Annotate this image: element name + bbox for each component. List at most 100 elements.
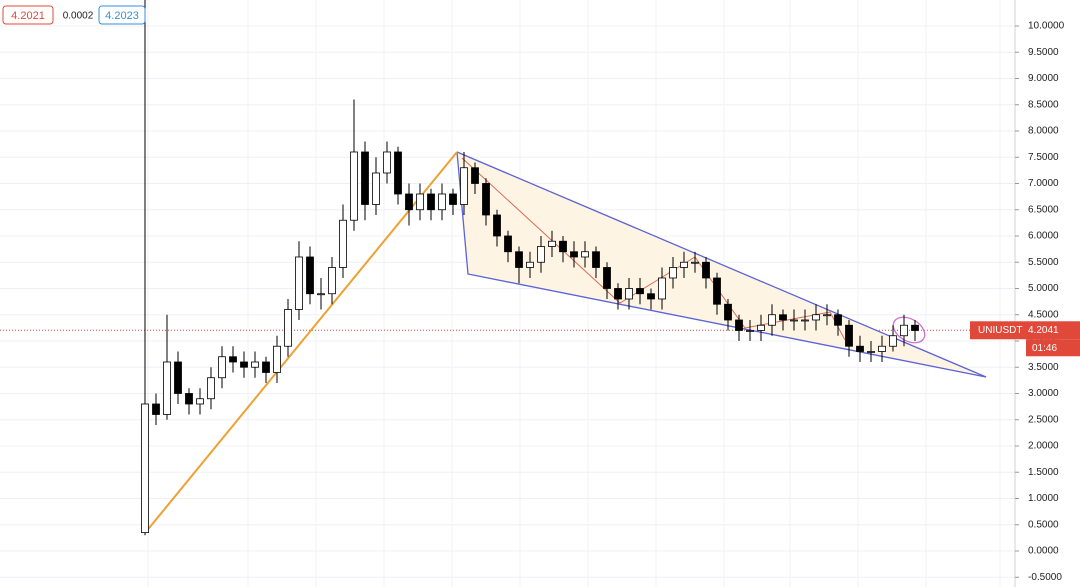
candle-body [350,151,358,221]
y-tick-label: 6.0000 [1028,231,1059,242]
candle-body [801,319,809,322]
candle-body [900,324,908,337]
y-tick-label: 3.5000 [1028,362,1059,373]
bid-price: 4.2021 [11,10,45,22]
candle-body [658,277,666,300]
candle-body [394,151,402,195]
candle-body [790,319,798,322]
y-tick-label: 9.0000 [1028,73,1059,84]
y-tick-label: 2.0000 [1028,441,1059,452]
candle-body [240,361,248,368]
candle-body [680,261,688,268]
y-tick-label: 10.0000 [1028,21,1065,32]
candle-body [262,361,270,373]
candle-body [823,314,831,317]
y-tick-label: 7.5000 [1028,152,1059,163]
candle-body [834,314,842,326]
candle-body [372,172,380,205]
candle-body [449,193,457,205]
candle-body [581,251,589,258]
candle-body [493,214,501,237]
candle-body [768,314,776,326]
candle-body [724,303,732,321]
candle-body [856,345,864,352]
vertical-grid [147,0,1001,587]
wedge-upper [456,151,987,378]
candle-body [207,377,215,400]
candle-body [141,403,149,534]
candle-body [295,256,303,310]
horizontal-grid [0,25,1015,578]
y-tick-label: 1.0000 [1028,493,1059,504]
candle-body [328,267,336,295]
candle-body [251,361,259,368]
candle-body [603,267,611,289]
candle-body [911,324,919,331]
candle-body [878,345,886,352]
candle-body [614,288,622,300]
ask-price: 4.2023 [105,10,139,22]
candle-body [757,324,765,331]
candle-body [867,351,875,353]
y-tick-label: 5.0000 [1028,283,1059,294]
candle-body [592,251,600,268]
y-tick-label: 0.5000 [1028,519,1059,530]
candle-body [735,319,743,331]
price-label: 4.2041 [1028,325,1059,336]
y-tick-label: 8.0000 [1028,126,1059,137]
y-tick-label: 0.0000 [1028,546,1059,557]
candle-body [889,335,897,347]
candle-body [185,393,193,405]
y-tick-label: -0.5000 [1028,572,1062,583]
candle-body [548,240,556,247]
candle-body [273,345,281,373]
y-tick-label: 3.0000 [1028,388,1059,399]
y-tick-label: 6.5000 [1028,204,1059,215]
countdown-tag [1026,339,1080,357]
y-tick-label: 2.5000 [1028,414,1059,425]
candle-body [405,193,413,211]
spread: 0.0002 [63,11,94,22]
candle-body [537,246,545,263]
candle-body [570,251,578,258]
candle-body [284,309,292,347]
trend-line [144,151,458,534]
candle-body [713,277,721,305]
candle-body [702,261,710,279]
candle-body [383,151,391,174]
candle-body [174,361,182,394]
y-tick-label: 8.5000 [1028,99,1059,110]
candle-body [515,251,523,268]
y-tick-label: 9.5000 [1028,47,1059,58]
countdown-label: 01:46 [1032,343,1057,354]
candle-body [691,261,699,264]
candle-body [647,293,655,300]
y-tick-label: 4.5000 [1028,309,1059,320]
candle-body [317,293,325,296]
y-tick-label: 1.5000 [1028,467,1059,478]
candles [141,0,919,536]
candle-body [361,151,369,205]
candle-body [460,167,468,205]
candle-body [438,193,446,211]
candle-body [669,267,677,279]
price-axis: -0.5000 0.0000 0.5000 1.0000 1.5000 2.0000 2.5… [970,0,1080,587]
candle-body [229,356,237,363]
y-tick-label: 7.0000 [1028,178,1059,189]
axis-background [1015,0,1080,587]
candle-body [416,193,424,211]
candle-body [845,324,853,347]
candle-body [482,183,490,216]
candle-body [471,167,479,184]
candle-body [559,240,567,253]
candle-body [636,288,644,295]
y-tick-label: 5.5000 [1028,257,1059,268]
candle-body [306,256,314,295]
candle-body [218,356,226,379]
candle-body [746,330,754,332]
symbol-label: UNIUSDT [978,325,1022,336]
candle-body [196,398,204,405]
candle-body [427,193,435,211]
candle-body [152,403,160,415]
